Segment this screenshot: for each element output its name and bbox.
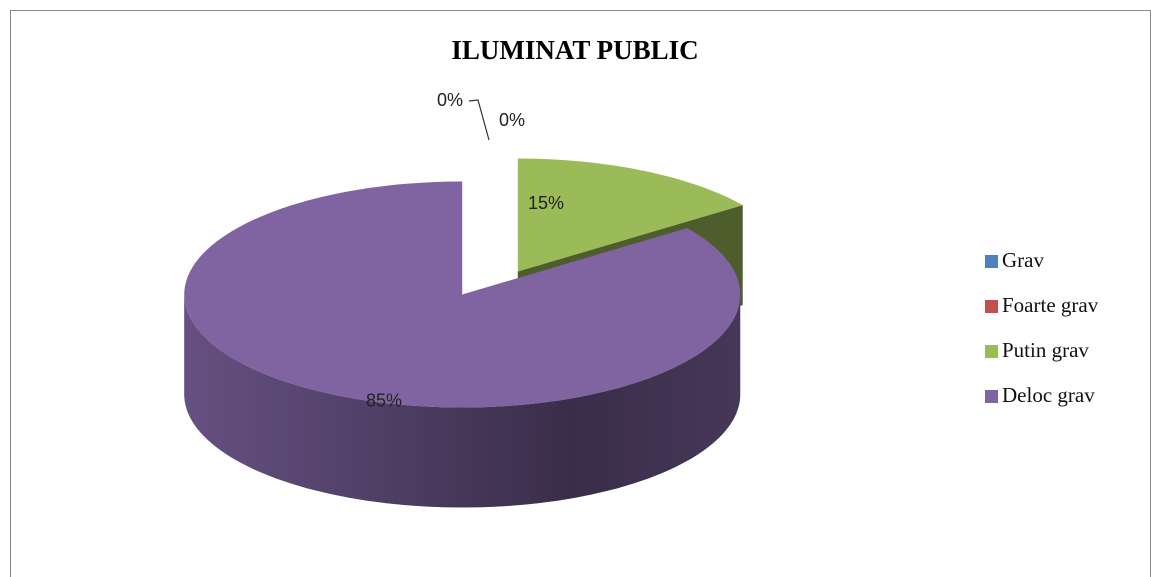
data-label: 15% (528, 193, 564, 213)
slice (184, 181, 741, 408)
data-label: 0% (499, 110, 525, 130)
legend-swatch (985, 390, 998, 403)
legend-swatch (985, 345, 998, 358)
chart-title: ILUMINAT PUBLIC (451, 35, 698, 65)
legend-label: Putin grav (1002, 338, 1089, 362)
data-label: 0% (437, 90, 463, 110)
legend-label: Grav (1002, 248, 1044, 272)
legend-swatch (985, 300, 998, 313)
legend-label: Deloc grav (1002, 383, 1095, 407)
leader-line (468, 99, 490, 141)
slice (517, 158, 743, 272)
legend-swatch (985, 255, 998, 268)
slice-side-shade (184, 294, 741, 508)
data-label: 85% (366, 391, 402, 411)
legend-label: Foarte grav (1002, 293, 1099, 317)
